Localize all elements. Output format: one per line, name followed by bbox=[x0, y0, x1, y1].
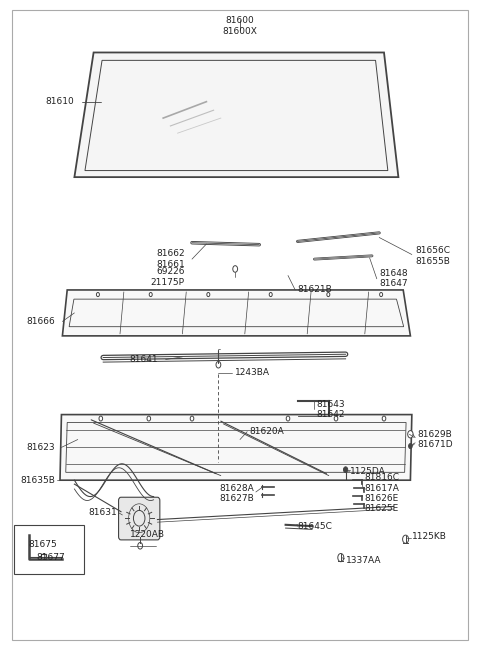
Text: 81645C: 81645C bbox=[298, 522, 333, 531]
Polygon shape bbox=[60, 415, 412, 480]
Text: 1243BA: 1243BA bbox=[235, 368, 270, 377]
Circle shape bbox=[96, 293, 99, 297]
Circle shape bbox=[99, 416, 103, 421]
Text: 81662
81661: 81662 81661 bbox=[156, 249, 185, 269]
Circle shape bbox=[233, 266, 238, 272]
Circle shape bbox=[147, 416, 151, 421]
Circle shape bbox=[286, 416, 290, 421]
Text: 81641: 81641 bbox=[130, 355, 158, 364]
Text: 81628A
81627B: 81628A 81627B bbox=[220, 483, 254, 503]
Text: 81600
81600X: 81600 81600X bbox=[223, 16, 257, 36]
Text: 81648
81647: 81648 81647 bbox=[379, 269, 408, 289]
FancyBboxPatch shape bbox=[119, 497, 160, 540]
Text: 81621B: 81621B bbox=[298, 285, 332, 295]
Text: 81635B: 81635B bbox=[20, 476, 55, 485]
Polygon shape bbox=[62, 290, 410, 336]
Circle shape bbox=[408, 430, 413, 438]
Circle shape bbox=[380, 293, 383, 297]
Circle shape bbox=[327, 293, 330, 297]
Circle shape bbox=[344, 467, 348, 472]
Circle shape bbox=[138, 543, 143, 549]
Text: 81675: 81675 bbox=[29, 540, 58, 549]
Text: 1220AB: 1220AB bbox=[130, 530, 165, 539]
Text: 81656C
81655B: 81656C 81655B bbox=[415, 246, 450, 266]
Text: 1125DA: 1125DA bbox=[350, 466, 386, 476]
Circle shape bbox=[207, 293, 210, 297]
Text: 81631: 81631 bbox=[89, 508, 118, 518]
Text: 1337AA: 1337AA bbox=[346, 556, 381, 565]
Bar bbox=[14, 525, 84, 574]
Circle shape bbox=[269, 293, 272, 297]
Text: 81677: 81677 bbox=[36, 553, 65, 562]
Circle shape bbox=[408, 443, 412, 449]
Polygon shape bbox=[74, 52, 398, 177]
Text: 81816C
81617A
81626E
81625E: 81816C 81617A 81626E 81625E bbox=[365, 473, 400, 514]
Circle shape bbox=[149, 293, 152, 297]
Circle shape bbox=[403, 535, 408, 543]
Circle shape bbox=[190, 416, 194, 421]
Text: 81620A: 81620A bbox=[250, 427, 284, 436]
Circle shape bbox=[382, 416, 386, 421]
Text: 81666: 81666 bbox=[26, 317, 55, 326]
Text: 81610: 81610 bbox=[46, 97, 74, 106]
Text: 69226
21175P: 69226 21175P bbox=[151, 267, 185, 287]
Circle shape bbox=[216, 361, 221, 368]
Text: 81643
81642: 81643 81642 bbox=[317, 400, 346, 419]
Text: 81623: 81623 bbox=[26, 443, 55, 452]
Circle shape bbox=[338, 554, 344, 562]
Text: 81629B
81671D: 81629B 81671D bbox=[418, 430, 453, 449]
Circle shape bbox=[334, 416, 338, 421]
Text: 1125KB: 1125KB bbox=[412, 532, 447, 541]
